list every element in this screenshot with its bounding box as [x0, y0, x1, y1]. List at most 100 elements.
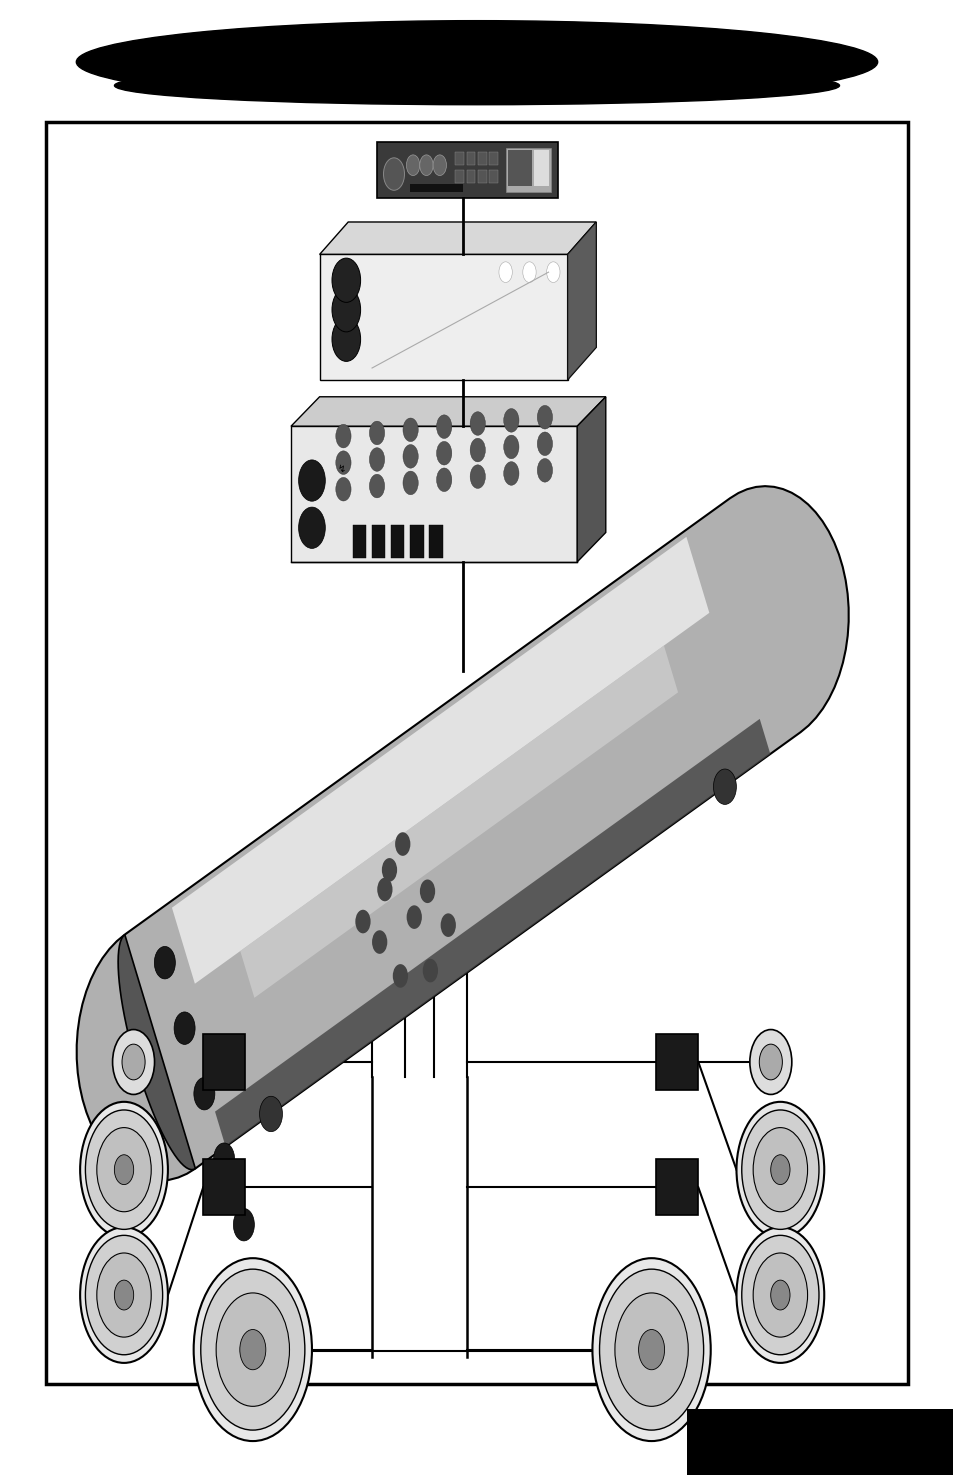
Circle shape	[503, 409, 518, 432]
Bar	[46, 122, 907, 1384]
Bar	[466, 152, 475, 165]
Circle shape	[752, 1127, 807, 1212]
Circle shape	[736, 1227, 823, 1363]
Polygon shape	[567, 221, 596, 379]
Circle shape	[332, 317, 360, 361]
Text: ↯: ↯	[337, 465, 345, 473]
Polygon shape	[214, 718, 769, 1146]
Polygon shape	[319, 254, 567, 379]
Circle shape	[406, 906, 421, 929]
Circle shape	[503, 435, 518, 459]
Circle shape	[86, 1236, 162, 1354]
Circle shape	[193, 1077, 214, 1109]
Bar	[372, 525, 385, 558]
Circle shape	[381, 858, 396, 882]
Circle shape	[112, 1030, 154, 1094]
Bar	[203, 1159, 245, 1215]
Circle shape	[470, 412, 485, 435]
Circle shape	[498, 263, 512, 283]
Ellipse shape	[110, 60, 843, 81]
Bar	[410, 184, 462, 192]
Circle shape	[436, 468, 452, 491]
Circle shape	[741, 1236, 818, 1354]
Circle shape	[436, 414, 452, 438]
Polygon shape	[567, 221, 596, 379]
Circle shape	[393, 965, 408, 988]
Circle shape	[239, 1329, 266, 1370]
Circle shape	[96, 1252, 152, 1338]
Circle shape	[749, 1030, 791, 1094]
Circle shape	[395, 832, 410, 855]
Circle shape	[80, 1227, 168, 1363]
Circle shape	[200, 1268, 305, 1431]
Circle shape	[537, 406, 552, 429]
Bar	[410, 525, 423, 558]
Bar	[534, 150, 548, 186]
Circle shape	[759, 1044, 781, 1080]
Polygon shape	[172, 537, 709, 984]
Circle shape	[422, 959, 437, 982]
Polygon shape	[319, 221, 596, 254]
Circle shape	[537, 432, 552, 456]
Circle shape	[114, 1155, 133, 1184]
Bar	[455, 170, 463, 183]
Circle shape	[332, 258, 360, 302]
Circle shape	[335, 425, 351, 448]
Circle shape	[154, 947, 175, 979]
Circle shape	[86, 1111, 162, 1229]
Bar	[477, 170, 486, 183]
Circle shape	[598, 1268, 703, 1431]
Circle shape	[436, 441, 452, 465]
Circle shape	[615, 1294, 687, 1406]
Bar	[203, 1034, 245, 1090]
Bar	[508, 150, 532, 186]
Bar	[466, 170, 475, 183]
Polygon shape	[577, 397, 605, 562]
Circle shape	[332, 288, 360, 332]
Circle shape	[80, 1102, 168, 1238]
Circle shape	[233, 1208, 254, 1240]
Circle shape	[770, 1155, 789, 1184]
Bar	[505, 148, 551, 192]
Circle shape	[122, 1044, 145, 1080]
Ellipse shape	[76, 21, 877, 103]
Circle shape	[335, 451, 351, 475]
Bar	[686, 1409, 953, 1475]
Circle shape	[592, 1258, 710, 1441]
Circle shape	[503, 462, 518, 485]
Circle shape	[372, 931, 387, 954]
Circle shape	[433, 155, 446, 176]
Circle shape	[440, 913, 456, 937]
Polygon shape	[291, 426, 577, 562]
Circle shape	[741, 1111, 818, 1229]
Polygon shape	[240, 646, 678, 997]
Circle shape	[193, 1258, 312, 1441]
Circle shape	[259, 1096, 282, 1131]
Ellipse shape	[114, 66, 839, 105]
Bar	[376, 142, 558, 198]
Bar	[391, 525, 404, 558]
Circle shape	[114, 1280, 133, 1310]
Circle shape	[419, 879, 435, 903]
Circle shape	[383, 158, 404, 190]
Circle shape	[470, 438, 485, 462]
Polygon shape	[76, 487, 848, 1180]
Circle shape	[335, 478, 351, 502]
Circle shape	[470, 465, 485, 488]
Circle shape	[355, 910, 370, 934]
Circle shape	[216, 1294, 289, 1406]
Circle shape	[638, 1329, 664, 1370]
Circle shape	[174, 1012, 195, 1044]
Circle shape	[736, 1102, 823, 1238]
Circle shape	[713, 768, 736, 804]
Circle shape	[369, 475, 384, 499]
Polygon shape	[118, 935, 195, 1170]
Circle shape	[406, 155, 419, 176]
Text: ↯: ↯	[337, 304, 349, 316]
Circle shape	[376, 878, 392, 901]
Circle shape	[546, 263, 559, 283]
Bar	[455, 152, 463, 165]
Circle shape	[369, 422, 384, 445]
Circle shape	[402, 471, 417, 494]
Bar	[656, 1159, 698, 1215]
